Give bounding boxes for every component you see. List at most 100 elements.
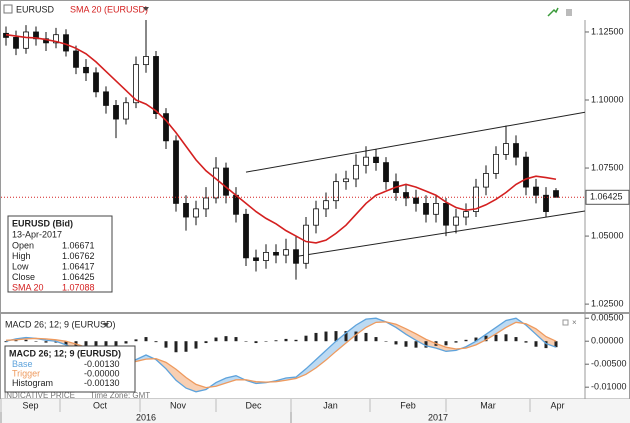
dropdown-arrow[interactable] [103, 323, 109, 327]
candle-body [413, 197, 419, 204]
macd-info-title: MACD 26; 12; 9 (EURUSD) [9, 348, 121, 358]
dropdown-arrow[interactable] [143, 7, 149, 11]
macd-fill [186, 377, 196, 392]
macd-fill [396, 324, 406, 335]
histogram-bar [194, 341, 198, 349]
candle-body [403, 192, 409, 199]
candle-body [133, 64, 139, 104]
histogram-bar [244, 341, 248, 342]
sma-line [5, 33, 557, 244]
histogram-bar [364, 332, 368, 342]
candle-body [553, 190, 559, 198]
histogram-bar [334, 331, 338, 342]
y-tick-label: 1.12500 [591, 26, 624, 36]
lock-icon[interactable] [566, 9, 572, 16]
macd-fill [536, 328, 546, 344]
indicator-legend[interactable]: SMA 20 (EURUSD) [70, 4, 148, 14]
histogram-bar [34, 341, 38, 342]
histogram-bar [204, 341, 208, 344]
footer: Time Zone: GMT [90, 391, 150, 400]
candle-body [13, 37, 19, 49]
histogram-bar [64, 341, 68, 345]
candle-body [503, 143, 509, 155]
candle-body [373, 156, 379, 163]
candle-body [533, 186, 539, 196]
histogram-bar [314, 332, 318, 342]
y-tick-label: 0.00500 [591, 313, 624, 323]
histogram-bar [444, 341, 448, 346]
info-row-label: Close [12, 272, 35, 282]
candle-body [443, 203, 449, 226]
histogram-bar [274, 340, 278, 342]
histogram-bar [324, 331, 328, 342]
close-icon[interactable]: × [572, 318, 577, 327]
y-tick-label: 1.05000 [591, 230, 624, 240]
candle-body [143, 56, 149, 66]
histogram-bar [384, 341, 388, 342]
candle-body [433, 203, 439, 215]
info-date: 13-Apr-2017 [12, 229, 62, 239]
info-row-value: 1.06425 [62, 272, 95, 282]
info-row-value: 1.07088 [62, 282, 95, 292]
histogram-bar [544, 341, 548, 349]
macd-fill [176, 369, 186, 389]
histogram-bar [114, 341, 118, 347]
macd-fill [346, 325, 356, 344]
candle-body [423, 203, 429, 215]
info-row-value: 1.06762 [62, 251, 95, 261]
macd-fill [406, 328, 416, 341]
candle-body [323, 200, 329, 210]
histogram-bar [24, 339, 28, 342]
info-row-label: SMA 20 [12, 282, 44, 292]
x-tick-label: Nov [170, 400, 187, 410]
macd-fill [326, 341, 336, 361]
year-label: 2016 [136, 412, 156, 422]
x-tick-label: Oct [93, 400, 108, 410]
candle-body [163, 113, 169, 142]
histogram-bar [94, 341, 98, 349]
candle-body [263, 252, 269, 261]
histogram-bar [174, 341, 178, 353]
histogram-bar [344, 331, 348, 342]
y-tick-label: -0.01000 [591, 382, 627, 392]
macd-fill [436, 343, 446, 352]
info-row-label: Low [12, 261, 29, 271]
symbol[interactable]: EURUSD [16, 4, 55, 14]
price-plot [1, 20, 585, 280]
histogram-bar [374, 337, 378, 342]
candle-body [83, 66, 89, 74]
candle-body [273, 252, 279, 256]
histogram-bar [424, 341, 428, 348]
macd-fill [546, 336, 556, 348]
histogram-bar [474, 337, 478, 342]
toggle-icon[interactable] [547, 7, 559, 17]
histogram-bar [184, 341, 188, 352]
histogram-bar [4, 341, 8, 343]
legend-entry: Histogram [12, 378, 53, 388]
histogram-bar [84, 341, 88, 349]
candle-body [103, 91, 109, 106]
axes: 1.02500 1.05000 1.07500 1.10000 1.12500 Sep Oc… [0, 26, 630, 423]
histogram-bar [234, 337, 238, 342]
macd-fill [476, 334, 486, 345]
candle-body [113, 105, 119, 120]
macd-fill [336, 332, 346, 352]
macd-fill [306, 359, 316, 375]
histogram-bar [214, 337, 218, 342]
symbol-icon[interactable] [3, 4, 13, 14]
candle-body [53, 34, 59, 44]
x-tick-label: Dec [245, 400, 262, 410]
macd-header[interactable]: MACD 26; 12; 9 (EURUSD) [5, 319, 116, 329]
macd-fill [166, 362, 176, 381]
info-box [7, 215, 113, 293]
info-row-value: 1.06671 [62, 240, 95, 250]
macd-fill [356, 319, 366, 335]
histogram-bar [124, 341, 128, 344]
panel-icon[interactable] [562, 319, 569, 326]
histogram-bar [254, 341, 258, 344]
histogram-bar [524, 341, 528, 343]
histogram-bar [284, 338, 288, 342]
candle-body [73, 50, 79, 68]
candle-body [463, 211, 469, 218]
info-row-label: Open [12, 240, 34, 250]
